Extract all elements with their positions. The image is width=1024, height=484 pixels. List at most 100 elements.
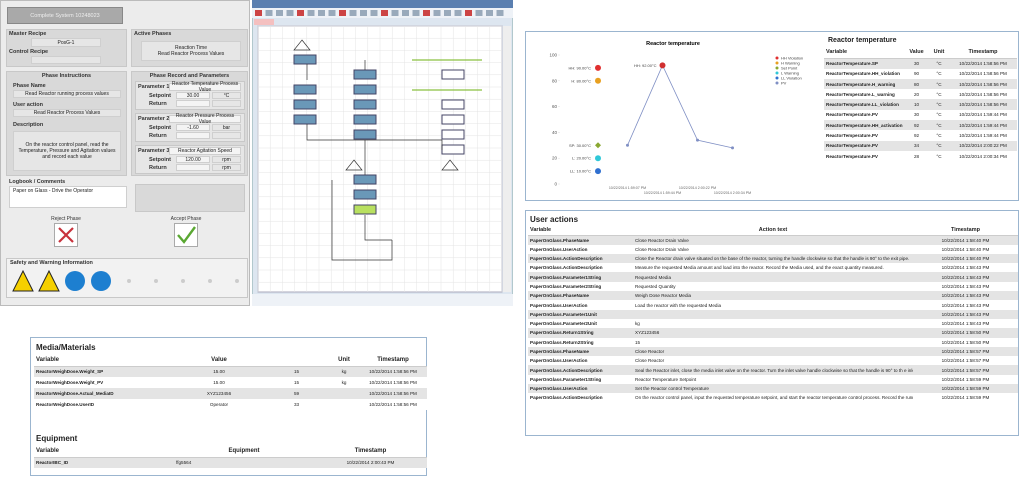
step-block (441, 144, 465, 155)
legend-marker (775, 81, 779, 85)
warning-icon (12, 269, 34, 292)
toolbar-icon (381, 10, 388, 16)
y-tick-label: 100 (549, 53, 557, 58)
flow-line (345, 159, 363, 171)
table-cell: °C (936, 153, 942, 159)
toolbar-icon (475, 10, 483, 16)
table-cell: 30 (913, 61, 920, 67)
x-tick-label: 10/22/2014 2:00:22 PM (679, 186, 716, 190)
table-cell: ffg5564 (176, 460, 192, 466)
table-title: Media/Materials (36, 343, 96, 352)
accept-button[interactable] (174, 223, 198, 247)
label: User action (13, 102, 43, 108)
button-frame (174, 223, 198, 247)
table-row: PaperOnGlass.PhaseName Weigh Dose Reactor… (528, 291, 1018, 301)
table-cell: 15 (635, 339, 641, 345)
table-cell: Seal the Reactor inlet, close the media … (635, 367, 913, 373)
logbook: Paper on Glass - Drive the Operator (9, 186, 127, 208)
table-cell: 10/22/2014 1:59:44 PM (959, 133, 1007, 139)
description: On the reactor control panel, read the T… (13, 131, 121, 171)
step-block (353, 69, 377, 80)
flow-line (412, 59, 482, 91)
table-cell: PaperOnGlass.Parameter2String (530, 283, 602, 289)
step-block (441, 114, 465, 125)
step-block (353, 114, 377, 125)
legend-label: L Warning (781, 71, 799, 76)
table-cell: 10/22/2014 1:58:43 PM (941, 311, 990, 317)
threshold-label: HH: 90.00°C (569, 65, 592, 70)
toolbar-icon (265, 10, 273, 16)
toolbar-icon (349, 10, 357, 16)
return-field (176, 100, 210, 107)
table-cell: °C (936, 81, 942, 87)
table-row: ReactorWeighDose.UserID Operator 33 10/22/2… (34, 399, 427, 410)
table-cell: ReactorWeighDose.Weight_SP (36, 369, 104, 375)
table-row: PaperOnGlass.Parameter2Unit kg 10/22/2014 … (528, 318, 1018, 329)
table-row: ReactorTemperature.PV 34 °C 10/22/2014 2:00… (824, 140, 1017, 151)
table-cell: Reactor Temperature Setpoint (635, 376, 697, 382)
setpoint: 30.00 (176, 92, 210, 99)
reject-button[interactable] (54, 223, 78, 247)
param-name: Reactor Agitation Speed (169, 147, 241, 155)
table-cell: PaperOnGlass.ActionDescription (530, 265, 603, 271)
table-cell: ReactorWeighDose.Actual_MediaID (36, 391, 114, 396)
header-cell: Unit (933, 49, 945, 56)
media-panel: Media/Materials Equipment Variable Value U… (30, 337, 427, 476)
x-tick-label: 10/22/2014 2:00:34 PM (714, 191, 751, 195)
toolbar-icon (255, 10, 262, 16)
step-block (353, 204, 377, 215)
toolbar-icon (360, 10, 367, 16)
y-tick-label: 20 (552, 156, 558, 161)
threshold-marker (595, 155, 601, 162)
flow-line (293, 39, 311, 51)
step-block (293, 84, 317, 95)
y-tick-label: 60 (552, 104, 558, 109)
tab (254, 19, 274, 25)
table-cell: PaperOnGlass.UserAction (530, 302, 588, 308)
table-cell: 10/22/2014 2:00:22 PM (959, 143, 1007, 149)
param-label: Parameter 1 (138, 84, 170, 90)
table-cell: 10/22/2014 1:58:43 PM (941, 274, 990, 280)
table-cell: Close the Reactor drain valve situated o… (635, 256, 910, 262)
table-row: ReactorTemperature.HH_activation 92 °C 10/2… (824, 120, 1017, 131)
header-row: Variable Value Unit Timestamp (824, 47, 1017, 59)
table-row: ReactorTemperature.PV 28 °C 10/22/2014 2:00… (824, 150, 1017, 162)
header-row: Variable Action text Timestamp (528, 225, 1018, 236)
x-tick-label: 10/22/2014 1:59:44 PM (644, 191, 681, 195)
header-cell: Action text (758, 226, 788, 233)
table-row: ReactorTemperature.LL_violation 10 °C 10/22… (824, 99, 1017, 110)
status-bar (252, 294, 513, 306)
table-cell: 10/22/2014 1:58:43 PM (941, 302, 990, 308)
table-row: PaperOnGlass.PhaseName Close Reactor Drai… (528, 235, 1018, 245)
table-cell: ReactorTemperature.PV (826, 143, 878, 149)
pv-point (626, 143, 629, 147)
table-cell: 15 (293, 380, 300, 385)
pv-line (627, 64, 733, 149)
table-cell: 10/22/2014 1:58:56 PM (369, 391, 417, 396)
table-cell: Load the reactor with the requested Medi… (635, 302, 722, 308)
table-row: PaperOnGlass.UserAction Close Reactor 10/2… (528, 356, 1018, 366)
table-cell: ReactorTemperature.PV (826, 153, 878, 159)
table-row: PaperOnGlass.Parameter1String Requested M… (528, 272, 1018, 282)
header-cell: Timestamp (968, 49, 998, 56)
table-cell (329, 388, 359, 399)
return-field (176, 132, 210, 139)
label: Phase Record and Parameters (149, 73, 230, 79)
table-row: ReactorTemperature.PV 30 °C 10/22/2014 1:59… (824, 109, 1017, 121)
legend-marker (775, 71, 779, 75)
table-cell: 10/22/2014 1:58:40 PM (941, 237, 990, 243)
toolbar-icon (402, 10, 409, 16)
table-cell: °C (936, 143, 942, 149)
table-cell: °C (936, 61, 942, 67)
placeholder-dot (235, 279, 239, 283)
threshold-marker (595, 142, 601, 149)
active-phases: Reaction Time Read Reactor Process Value… (141, 41, 241, 61)
label: Phase Name (13, 83, 46, 89)
legend-label: Set Point (781, 66, 798, 71)
toolbar-icon (307, 10, 315, 16)
recipe-panel: Complete System 10248023 Master Recipe P… (0, 0, 250, 306)
flow-line (441, 159, 459, 171)
step-block (293, 99, 317, 110)
y-tick-label: 0 (554, 182, 557, 187)
table-row: PaperOnGlass.ActionDescription Close the … (528, 253, 1018, 264)
